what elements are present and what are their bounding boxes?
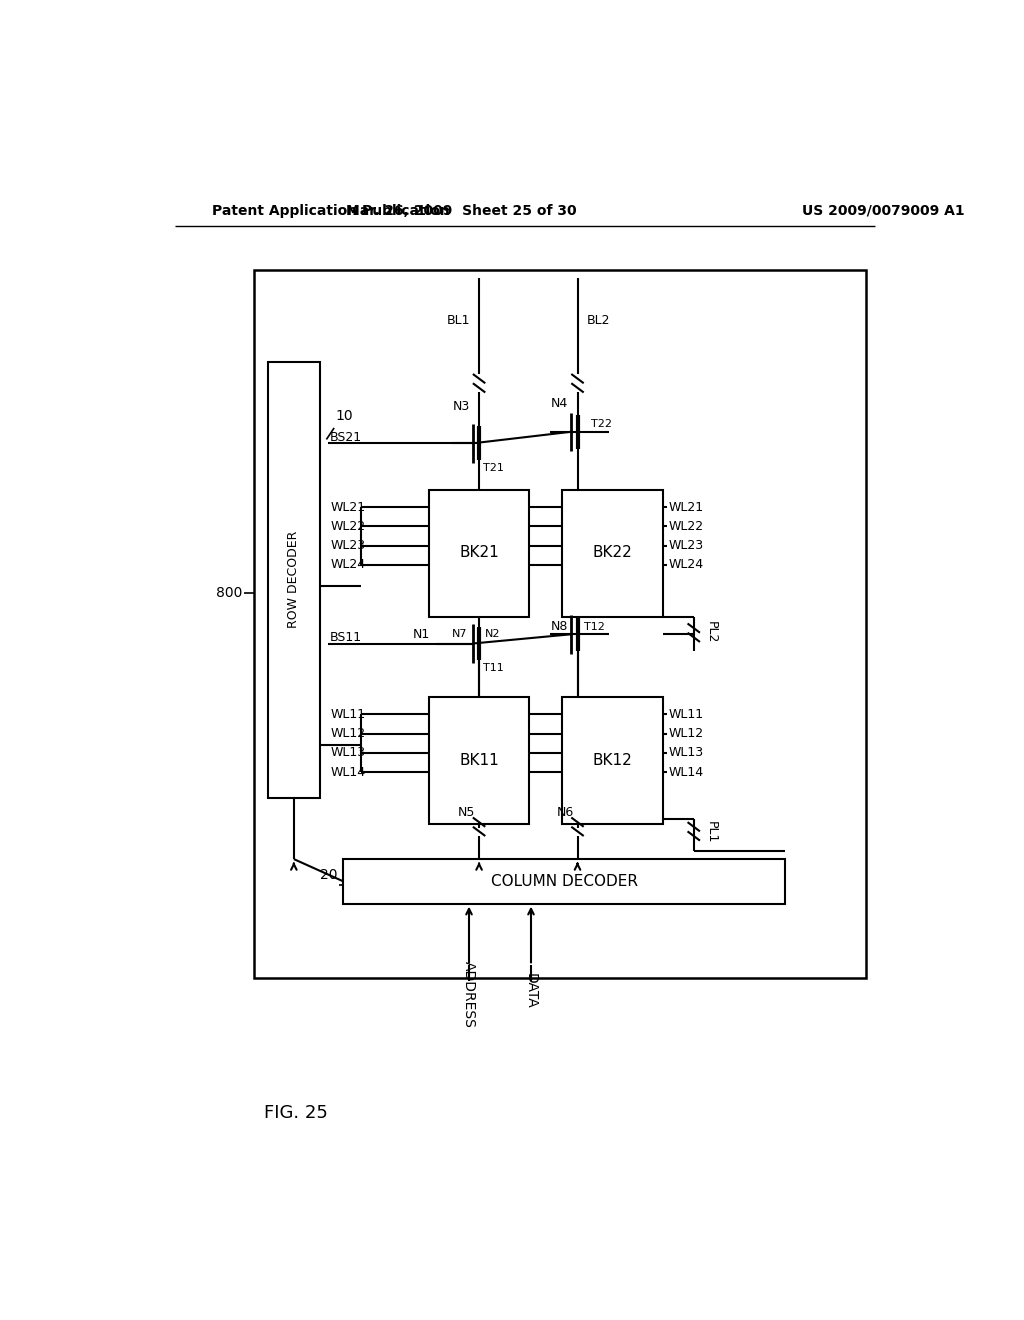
Text: WL13: WL13 [669, 746, 705, 759]
Text: WL12: WL12 [669, 727, 705, 741]
Text: T22: T22 [592, 418, 612, 429]
Text: 800: 800 [216, 586, 243, 601]
Text: WL24: WL24 [669, 558, 705, 572]
Text: T11: T11 [483, 663, 504, 673]
Text: WL12: WL12 [331, 727, 367, 741]
Bar [343, 859, 785, 904]
Text: BL2: BL2 [587, 314, 610, 326]
Text: WL21: WL21 [669, 500, 705, 513]
Text: US 2009/0079009 A1: US 2009/0079009 A1 [802, 203, 965, 218]
Text: N5: N5 [458, 807, 475, 820]
Bar [562, 697, 663, 825]
Text: N8: N8 [551, 620, 568, 634]
Text: WL22: WL22 [669, 520, 705, 533]
Text: N6: N6 [556, 807, 573, 820]
Text: N2: N2 [485, 630, 501, 639]
Text: WL23: WL23 [669, 539, 705, 552]
Bar [429, 697, 529, 825]
Text: FIG. 25: FIG. 25 [263, 1105, 328, 1122]
Text: COLUMN DECODER: COLUMN DECODER [490, 874, 638, 888]
Text: BK22: BK22 [593, 545, 632, 560]
Text: T21: T21 [483, 463, 504, 473]
Text: BK21: BK21 [459, 545, 499, 560]
Text: DATA: DATA [524, 973, 538, 1008]
Text: T12: T12 [584, 622, 604, 631]
Text: ADDRESS: ADDRESS [462, 961, 476, 1028]
Text: WL13: WL13 [331, 746, 367, 759]
Text: WL24: WL24 [331, 558, 367, 572]
Text: WL11: WL11 [669, 708, 705, 721]
Text: BK12: BK12 [593, 752, 632, 768]
Text: BL1: BL1 [446, 314, 470, 326]
Bar [429, 490, 529, 616]
Text: WL11: WL11 [331, 708, 367, 721]
Text: N7: N7 [452, 630, 467, 639]
Text: BS11: BS11 [330, 631, 361, 644]
Text: PL2: PL2 [705, 620, 718, 643]
Text: WL21: WL21 [331, 500, 367, 513]
Text: N3: N3 [453, 400, 470, 413]
Text: Patent Application Publication: Patent Application Publication [212, 203, 450, 218]
Text: 20: 20 [319, 869, 337, 882]
Text: N1: N1 [413, 628, 430, 640]
Text: WL23: WL23 [331, 539, 367, 552]
Bar [562, 490, 663, 616]
Text: WL22: WL22 [331, 520, 367, 533]
Text: Mar. 26, 2009  Sheet 25 of 30: Mar. 26, 2009 Sheet 25 of 30 [346, 203, 577, 218]
Text: ROW DECODER: ROW DECODER [288, 531, 300, 628]
Bar [254, 271, 866, 978]
Text: BS21: BS21 [330, 430, 361, 444]
Bar [267, 363, 321, 797]
Text: PL1: PL1 [705, 821, 718, 843]
Text: BK11: BK11 [459, 752, 499, 768]
Text: N4: N4 [551, 397, 568, 409]
Text: 10: 10 [336, 409, 353, 424]
Text: WL14: WL14 [331, 766, 367, 779]
Text: WL14: WL14 [669, 766, 705, 779]
